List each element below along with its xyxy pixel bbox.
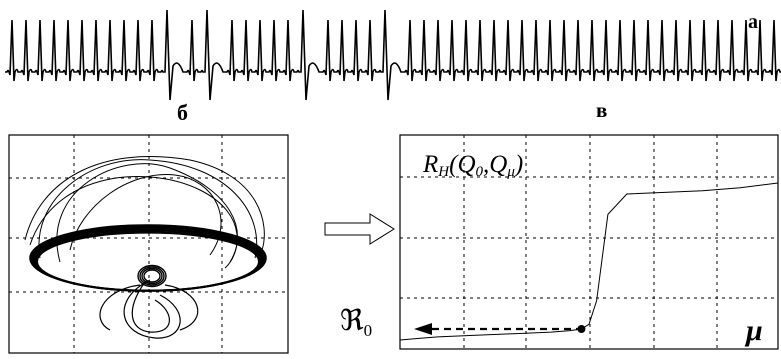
attractor-loop — [29, 176, 238, 269]
attractor-core — [141, 267, 163, 285]
panel-label-a: а — [748, 11, 758, 33]
formula-q0: Q — [457, 151, 476, 178]
attractor-core — [143, 269, 161, 283]
ecg-waveform — [5, 9, 781, 101]
formula-mu-sub: μ — [507, 164, 515, 180]
attractor-loop — [24, 156, 265, 251]
formula-qmu: Q — [489, 151, 508, 178]
chart-frame — [399, 134, 779, 350]
distance-chart-panel — [399, 134, 779, 350]
attractor-loop — [38, 159, 258, 259]
attractor-lower-loop — [99, 284, 141, 331]
dashed-arrow-head — [414, 323, 432, 336]
transition-arrow — [324, 213, 395, 245]
phase-attractor — [24, 156, 267, 339]
chart-grid — [400, 135, 778, 349]
chart-formula-label: RH(Q0,Qμ) — [423, 151, 524, 180]
attractor-core — [139, 266, 165, 286]
phase-portrait-panel — [8, 134, 289, 354]
hollow-arrow-icon — [324, 213, 395, 245]
attractor-loop — [69, 174, 222, 256]
attractor-core — [137, 264, 167, 288]
r0-symbol: ℜ — [340, 305, 364, 337]
attractor-loop — [56, 163, 238, 263]
mu-axis-label: μ — [746, 314, 763, 347]
formula-r: R — [423, 151, 439, 178]
attractor-lower-loop — [164, 284, 199, 331]
r0-label: ℜ0 — [340, 305, 373, 340]
formula-zero: 0 — [475, 164, 484, 180]
chart-series-line — [399, 182, 779, 341]
r0-subscript: 0 — [363, 321, 373, 340]
chart-marker-point — [577, 325, 586, 334]
ecg-trace — [5, 9, 781, 101]
attractor-lower-loop — [131, 281, 170, 333]
attractor-lower-loop — [123, 279, 181, 339]
panel-label-v: в — [596, 98, 608, 122]
panel-label-b: б — [177, 100, 188, 125]
formula-h: H — [438, 164, 450, 180]
attractor-ring — [36, 232, 260, 292]
